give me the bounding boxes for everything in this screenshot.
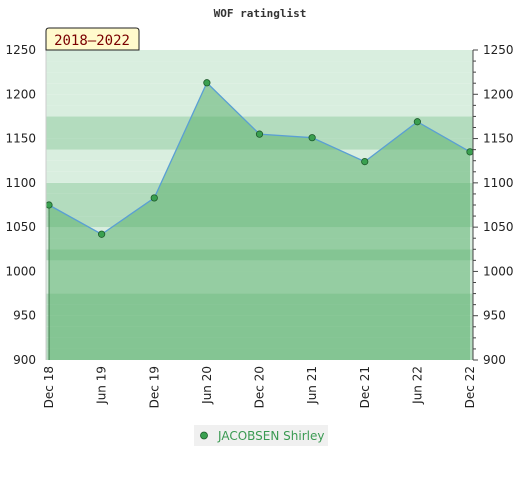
legend-marker-icon [200, 431, 208, 440]
plot-area [45, 79, 474, 361]
data-point [150, 194, 158, 202]
legend[interactable]: JACOBSEN Shirley [194, 425, 328, 446]
x-tick-label: Dec 18 [42, 366, 56, 408]
data-point [98, 230, 106, 238]
axes: 900 900 950 950 1000 1000 1050 1050 1100 1100 1150… [5, 43, 513, 408]
period-badge-box [45, 27, 140, 51]
y-tick-label-left: 1050 [5, 220, 36, 234]
data-point [466, 148, 474, 156]
y-tick-label-right: 1200 [483, 87, 514, 101]
x-tick-label: Dec 20 [253, 366, 267, 408]
y-tick-label-right: 1050 [483, 220, 514, 234]
y-tick-label-right: 900 [483, 353, 506, 367]
legend-series-label: JACOBSEN Shirley [217, 429, 324, 443]
x-tick-label: Jun 19 [95, 366, 109, 405]
y-tick-label-left: 1100 [5, 176, 36, 190]
period-label: 2018–2022 [54, 33, 130, 49]
y-tick-label-left: 950 [13, 309, 36, 323]
y-tick-label-right: 950 [483, 309, 506, 323]
x-tick-label: Jun 20 [200, 366, 214, 405]
grid-band [46, 116, 473, 128]
data-point [255, 130, 264, 138]
data-point [361, 158, 369, 166]
x-tick-label: Dec 22 [463, 366, 477, 408]
x-tick-label: Dec 19 [147, 366, 161, 408]
y-tick-label-left: 1200 [5, 87, 36, 101]
data-point [45, 201, 53, 209]
y-tick-label-left: 1000 [5, 264, 36, 278]
grid-band [46, 72, 473, 84]
x-tick-label: Dec 21 [358, 366, 372, 408]
y-tick-label-right: 1000 [483, 264, 514, 278]
y-tick-label-left: 900 [13, 353, 36, 367]
chart-title: WOF ratinglist [214, 7, 307, 20]
series-area [49, 82, 470, 361]
y-tick-label-right: 1150 [483, 132, 514, 146]
grid-band [46, 83, 473, 95]
grid-band [46, 94, 473, 106]
data-point [308, 134, 316, 142]
y-tick-label-right: 1250 [483, 43, 514, 57]
y-tick-label-left: 1150 [5, 132, 36, 146]
x-tick-label: Jun 22 [410, 366, 424, 405]
y-tick-label-left: 1250 [5, 43, 36, 57]
x-tick-label: Jun 21 [305, 366, 319, 405]
grid-band [46, 61, 473, 73]
grid-band [46, 105, 473, 117]
data-point [203, 79, 211, 87]
grid-band [46, 50, 473, 62]
legend-box [194, 425, 328, 446]
data-point [413, 118, 421, 126]
y-tick-label-right: 1100 [483, 176, 514, 190]
period-badge: 2018–2022 [45, 27, 140, 51]
